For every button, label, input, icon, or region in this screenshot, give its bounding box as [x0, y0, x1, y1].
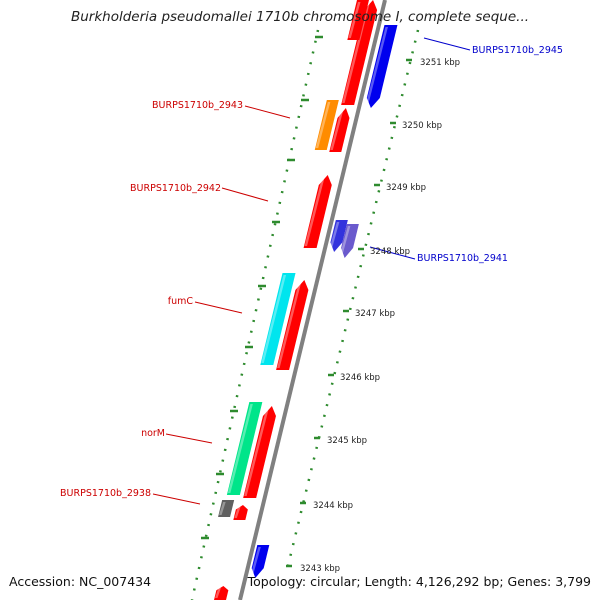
gene-arrow[interactable] [260, 273, 296, 365]
gene-highlight [234, 507, 241, 518]
kbp-label: 3243 kbp [300, 564, 340, 574]
gene-highlight [304, 177, 325, 246]
gene-label-burps1710b-2943[interactable]: BURPS1710b_2943 [152, 100, 243, 111]
gene-highlight [215, 588, 221, 598]
leader-line [369, 246, 416, 260]
leader-line [194, 301, 243, 314]
outer-tick-track [285, 29, 420, 571]
major-ticks [201, 35, 412, 568]
gene-highlight [330, 110, 344, 150]
gene-highlight [250, 547, 261, 576]
gene-highlight [342, 2, 370, 103]
gene-highlight [365, 27, 388, 106]
gene-arrow[interactable] [243, 406, 276, 498]
accession-text: Accession: NC_007434 [9, 574, 152, 589]
kbp-label: 3245 kbp [327, 436, 367, 446]
leader-line [423, 37, 471, 51]
gene-arrow[interactable] [251, 545, 270, 578]
gene-highlight [329, 222, 340, 250]
gene-label-burps1710b-2938[interactable]: BURPS1710b_2938 [60, 488, 151, 499]
leader-line [152, 493, 201, 505]
gene-arrow[interactable] [214, 586, 229, 600]
gene-highlight [244, 408, 269, 496]
map-title: Burkholderia pseudomallei 1710b chromoso… [70, 9, 530, 25]
gene-arrow[interactable] [341, 224, 359, 258]
gene-label-burps1710b-2942[interactable]: BURPS1710b_2942 [130, 183, 221, 194]
gene-highlight [219, 502, 226, 515]
gene-highlight [348, 2, 361, 38]
gene-arrow[interactable] [276, 280, 309, 370]
gene-arrow[interactable] [330, 220, 348, 252]
gene-highlight [277, 282, 302, 368]
gene-arrow[interactable] [233, 505, 248, 520]
gene-label-burps1710b-2945[interactable]: BURPS1710b_2945 [472, 45, 563, 56]
kbp-label: 3246 kbp [340, 373, 380, 383]
backbone-line [238, 0, 387, 600]
kbp-label: 3248 kbp [370, 247, 410, 257]
gene-label-norm[interactable]: norM [141, 428, 165, 439]
gene-arrow[interactable] [226, 402, 263, 495]
gene-label-burps1710b-2941[interactable]: BURPS1710b_2941 [417, 253, 508, 264]
gene-arrow[interactable] [329, 108, 350, 152]
kbp-label: 3244 kbp [313, 501, 353, 511]
leader-line [221, 187, 269, 202]
gene-highlight [261, 275, 287, 363]
kbp-label: 3251 kbp [420, 58, 460, 68]
genes-layer [214, 0, 398, 600]
kbp-label: 3249 kbp [386, 183, 426, 193]
gene-label-fumc[interactable]: fumC [168, 296, 194, 307]
gene-highlight [227, 404, 253, 493]
topology-text: Topology: circular; Length: 4,126,292 bp… [247, 574, 591, 589]
gene-arrow[interactable] [218, 500, 235, 517]
gene-arrow[interactable] [314, 100, 339, 150]
gene-highlight [315, 102, 331, 148]
gene-arrow[interactable] [366, 25, 398, 108]
gene-arrow[interactable] [303, 175, 332, 248]
leader-line [244, 105, 291, 119]
gene-highlight [339, 226, 351, 256]
label-leaders [152, 37, 471, 505]
kbp-label: 3250 kbp [402, 121, 442, 131]
kbp-label: 3247 kbp [355, 309, 395, 319]
gene-arrow[interactable] [341, 0, 378, 105]
gene-arrow[interactable] [347, 0, 369, 40]
leader-line [165, 433, 213, 444]
